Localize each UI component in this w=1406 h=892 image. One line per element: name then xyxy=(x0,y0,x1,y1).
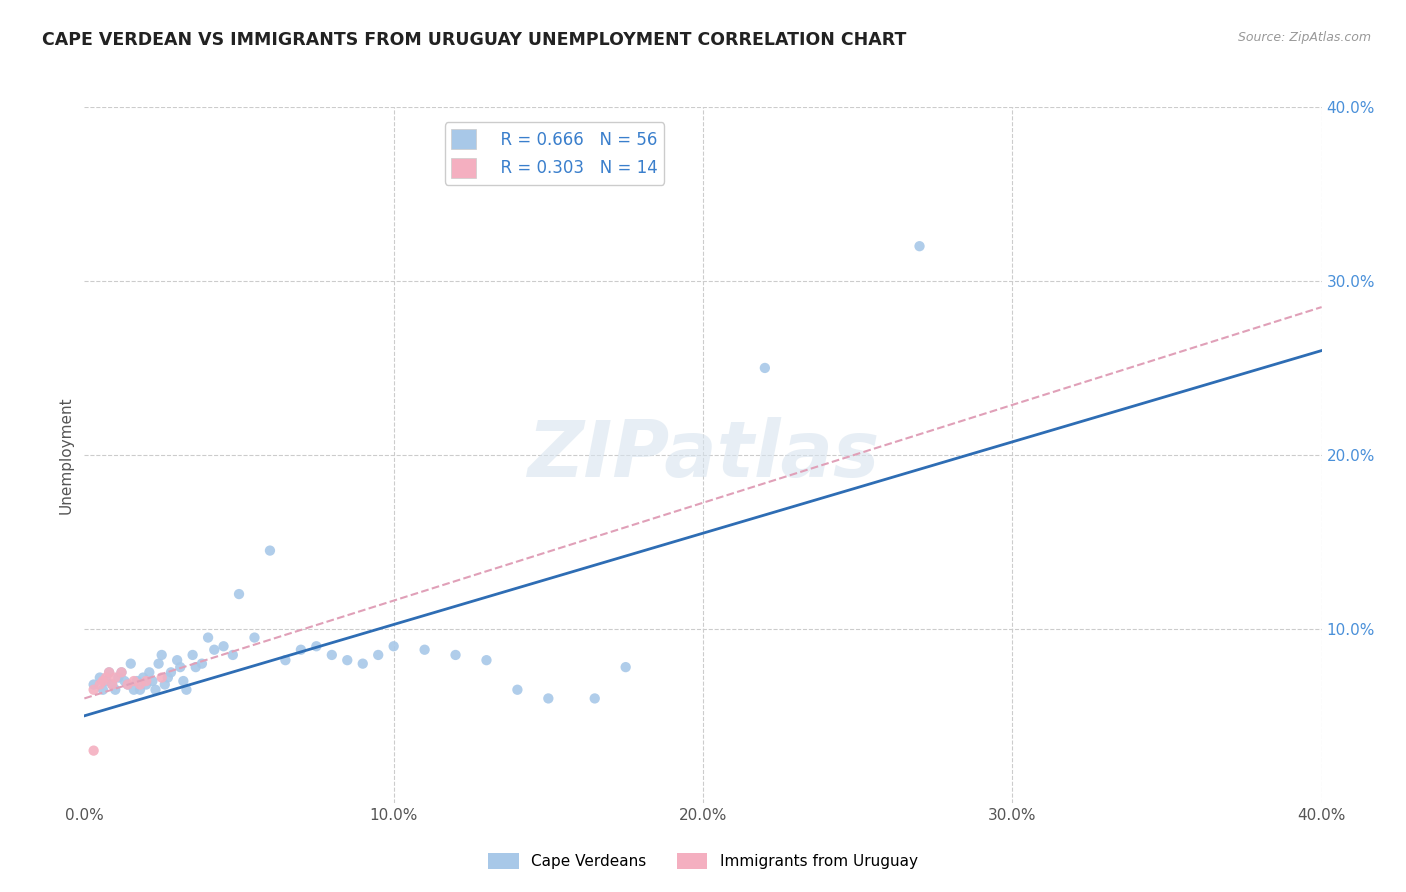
Point xyxy=(132,671,155,685)
Point xyxy=(181,648,204,662)
Point xyxy=(537,691,560,706)
Point xyxy=(290,642,312,657)
Point xyxy=(122,674,145,689)
Point xyxy=(125,674,148,689)
Point xyxy=(336,653,359,667)
Point xyxy=(104,671,127,685)
Point xyxy=(120,657,142,671)
Point xyxy=(475,653,498,667)
Y-axis label: Unemployment: Unemployment xyxy=(58,396,73,514)
Point xyxy=(172,674,194,689)
Point xyxy=(506,682,529,697)
Point xyxy=(352,657,374,671)
Point xyxy=(110,665,132,680)
Point xyxy=(222,648,245,662)
Point xyxy=(89,677,111,691)
Point xyxy=(305,639,328,653)
Point xyxy=(141,674,163,689)
Point xyxy=(104,682,127,697)
Point xyxy=(169,660,191,674)
Point xyxy=(117,677,139,691)
Point xyxy=(191,657,214,671)
Legend: Cape Verdeans, Immigrants from Uruguay: Cape Verdeans, Immigrants from Uruguay xyxy=(482,847,924,875)
Point xyxy=(160,665,183,680)
Point xyxy=(135,677,157,691)
Point xyxy=(197,631,219,645)
Text: Source: ZipAtlas.com: Source: ZipAtlas.com xyxy=(1237,31,1371,45)
Point xyxy=(83,677,105,691)
Point xyxy=(138,665,160,680)
Point xyxy=(228,587,250,601)
Text: CAPE VERDEAN VS IMMIGRANTS FROM URUGUAY UNEMPLOYMENT CORRELATION CHART: CAPE VERDEAN VS IMMIGRANTS FROM URUGUAY … xyxy=(42,31,907,49)
Point xyxy=(148,657,170,671)
Point xyxy=(202,642,225,657)
Point xyxy=(89,671,111,685)
Point xyxy=(583,691,606,706)
Point xyxy=(156,671,179,685)
Text: ZIPatlas: ZIPatlas xyxy=(527,417,879,493)
Point xyxy=(94,674,117,689)
Point xyxy=(444,648,467,662)
Point xyxy=(135,674,157,689)
Point xyxy=(212,639,235,653)
Point xyxy=(413,642,436,657)
Point xyxy=(184,660,207,674)
Point xyxy=(274,653,297,667)
Point xyxy=(94,671,117,685)
Point xyxy=(166,653,188,667)
Point xyxy=(614,660,637,674)
Point xyxy=(176,682,198,697)
Point xyxy=(908,239,931,253)
Point xyxy=(98,665,121,680)
Point xyxy=(129,677,152,691)
Point xyxy=(91,682,114,697)
Point xyxy=(150,648,173,662)
Point xyxy=(114,674,136,689)
Point xyxy=(107,671,129,685)
Point xyxy=(145,682,167,697)
Point xyxy=(129,682,152,697)
Point xyxy=(259,543,281,558)
Point xyxy=(321,648,343,662)
Point xyxy=(83,682,105,697)
Point xyxy=(754,360,776,375)
Point xyxy=(382,639,405,653)
Point xyxy=(153,677,176,691)
Point xyxy=(150,671,173,685)
Point xyxy=(98,665,121,680)
Point xyxy=(117,677,139,691)
Point xyxy=(367,648,389,662)
Point xyxy=(101,677,124,691)
Legend:   R = 0.666   N = 56,   R = 0.303   N = 14: R = 0.666 N = 56, R = 0.303 N = 14 xyxy=(444,122,664,185)
Point xyxy=(122,682,145,697)
Point xyxy=(101,677,124,691)
Point xyxy=(83,744,105,758)
Point xyxy=(243,631,266,645)
Point xyxy=(91,674,114,689)
Point xyxy=(110,665,132,680)
